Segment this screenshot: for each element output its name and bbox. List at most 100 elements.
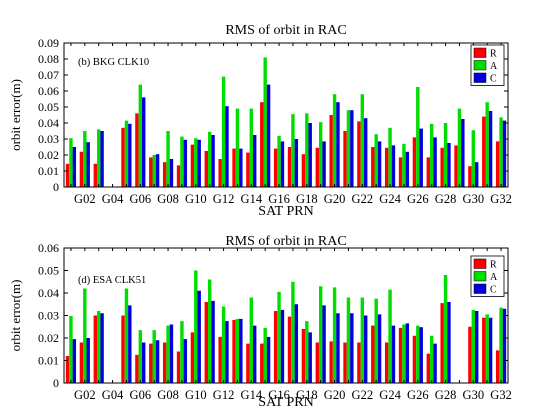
legend-label-r: R (490, 49, 497, 60)
bar-r-g22 (357, 342, 361, 383)
bar-r-g23 (371, 147, 375, 187)
bar-r-g09 (176, 351, 181, 383)
bar-c-g02 (86, 338, 90, 383)
bar-c-g25 (405, 323, 410, 384)
bar-r-g26 (412, 335, 417, 383)
bar-c-g10 (197, 290, 201, 383)
bar-r-g20 (329, 115, 333, 187)
bar-a-g30 (471, 130, 476, 187)
x-axis-label: SAT PRN (258, 204, 313, 219)
bar-r-g17 (287, 316, 292, 384)
bar-r-g10 (190, 332, 195, 384)
bar-a-g12 (221, 76, 226, 187)
bar-r-g27 (426, 157, 430, 187)
bar-c-g08 (169, 159, 174, 187)
bar-r-g07 (149, 157, 153, 187)
bar-r-g15 (260, 343, 264, 384)
legend-label-c: C (490, 74, 497, 85)
bar-c-g13 (239, 318, 243, 384)
y-tick-label: 0.05 (38, 100, 59, 114)
bar-a-g28 (443, 123, 448, 187)
bar-a-g21 (346, 110, 351, 187)
bar-r-g02 (79, 342, 84, 383)
bar-a-g21 (346, 297, 351, 383)
y-tick-label: 0.02 (38, 331, 59, 345)
bar-r-g11 (204, 151, 208, 187)
bar-a-g05 (124, 288, 129, 383)
bar-a-g11 (207, 279, 212, 383)
bar-c-g27 (433, 137, 437, 187)
bar-a-g07 (152, 155, 156, 187)
bar-r-g06 (135, 354, 139, 384)
bar-a-g23 (374, 134, 378, 187)
bar-a-g08 (166, 131, 170, 187)
bar-c-g24 (391, 145, 396, 187)
legend-swatch-c (473, 72, 487, 83)
bar-r-g09 (176, 165, 181, 187)
bar-c-g23 (377, 141, 382, 187)
bar-a-g23 (374, 298, 378, 384)
bar-r-g17 (287, 147, 292, 187)
bar-c-g23 (377, 314, 382, 384)
bar-a-g20 (332, 94, 337, 187)
x-tick-label: G04 (102, 192, 124, 206)
legend-swatch-a (473, 60, 487, 71)
x-tick-label: G06 (130, 192, 152, 206)
x-tick-label: G30 (463, 192, 485, 206)
chart-panel-2: RMS of orbit in RAC 0 0.01 0.02 0.03 0.04 0.05… (8, 234, 512, 409)
bar-c-g31 (488, 111, 493, 187)
legend-swatch-r (473, 47, 487, 58)
y-tick-label: 0.03 (38, 309, 59, 323)
bar-c-g22 (364, 118, 368, 187)
bar-a-g13 (235, 318, 240, 384)
x-tick-label: G16 (268, 192, 290, 206)
y-tick-label: 0.05 (38, 264, 59, 278)
bar-a-g26 (416, 87, 420, 187)
bar-a-g09 (180, 136, 184, 187)
x-tick-label: G26 (407, 192, 429, 206)
bar-a-g02 (83, 131, 87, 187)
bar-c-g01 (72, 339, 77, 384)
bar-a-g15 (263, 327, 267, 384)
bar-a-g30 (471, 309, 476, 384)
bars (65, 57, 507, 188)
chart-panel-1: RMS of orbit in RAC 0 0.01 0.02 0.03 0.04 0.05… (8, 23, 512, 219)
bar-a-g27 (429, 123, 434, 187)
y-axis-label: orbit error(m) (8, 79, 23, 151)
x-tick-label: G20 (324, 388, 346, 402)
bar-c-g15 (266, 84, 271, 187)
bar-c-g28 (447, 143, 451, 187)
panel-annotation: (d) ESA CLK51 (78, 275, 146, 286)
bar-c-g19 (322, 141, 326, 187)
bar-r-g14 (246, 152, 250, 187)
y-tick-label: 0.06 (38, 241, 59, 255)
bar-a-g03 (96, 311, 101, 383)
bar-a-g26 (416, 325, 420, 384)
bar-r-g15 (260, 102, 264, 187)
bar-r-g25 (398, 157, 403, 187)
bar-c-g06 (142, 342, 146, 383)
bar-c-g21 (350, 110, 354, 187)
bar-a-g01 (69, 138, 73, 187)
y-tick-label: 0.04 (38, 286, 59, 300)
bar-r-g24 (384, 342, 389, 383)
bar-a-g16 (277, 135, 281, 187)
bar-r-g12 (218, 336, 222, 384)
bar-a-g22 (360, 94, 365, 187)
bar-r-g22 (357, 121, 361, 187)
bar-a-g31 (485, 314, 489, 384)
bar-r-g05 (121, 127, 125, 187)
bar-c-g01 (72, 147, 77, 187)
bar-r-g16 (273, 311, 278, 383)
bar-a-g18 (305, 113, 309, 187)
bar-a-g02 (83, 288, 87, 383)
x-tick-label: G04 (102, 388, 124, 402)
bar-r-g08 (162, 162, 167, 187)
bars (65, 270, 507, 384)
bar-a-g06 (138, 330, 143, 384)
bar-r-g13 (232, 148, 236, 187)
bar-r-g24 (384, 147, 389, 187)
bar-r-g28 (440, 147, 444, 187)
x-tick-label: G14 (241, 192, 263, 206)
bar-a-g13 (235, 108, 240, 187)
